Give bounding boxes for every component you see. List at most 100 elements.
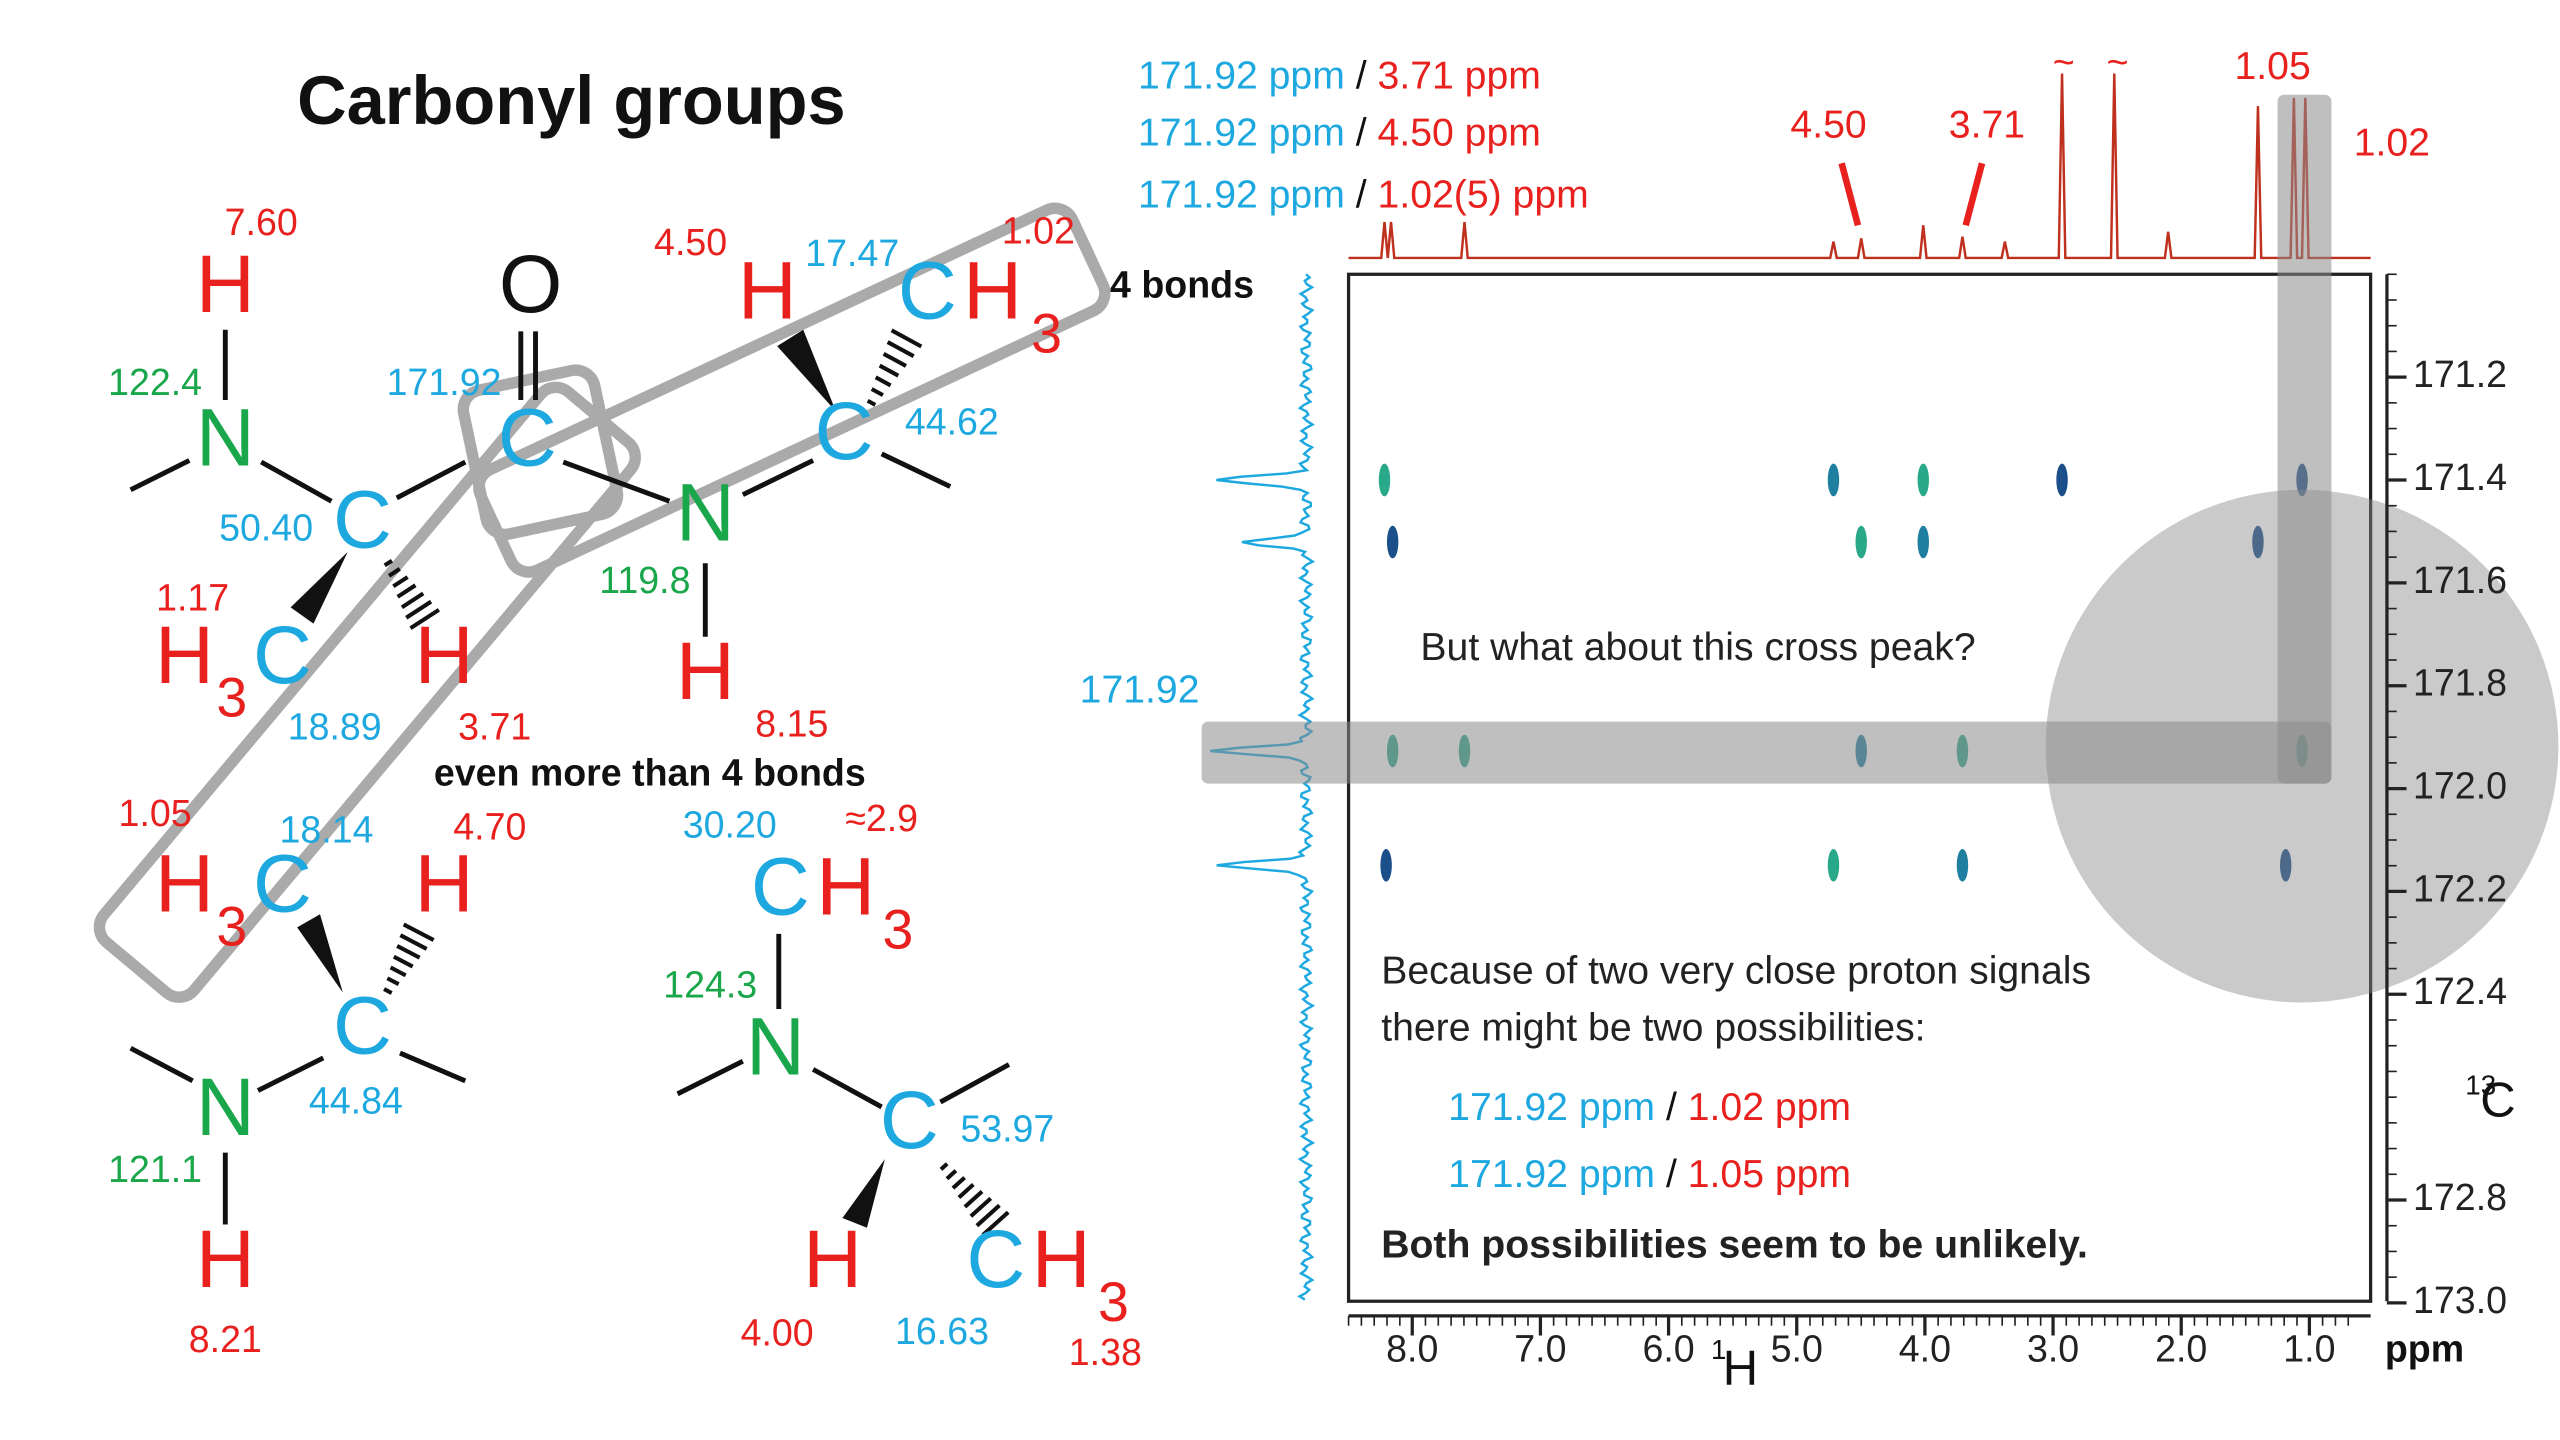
shift: 44.84	[309, 1080, 403, 1122]
explanation: there might be two possibilities:	[1381, 1007, 1925, 1050]
bond	[395, 459, 467, 501]
atoms: H N C O C N H C H C H 3 H 3 C H H 3 C H …	[155, 239, 1129, 1333]
y-tick-label: 171.8	[2413, 662, 2507, 704]
atom: C	[333, 980, 392, 1071]
separator: /	[1666, 1153, 1677, 1196]
atom: H	[155, 610, 214, 701]
atom: H	[738, 246, 797, 337]
y-tick-label: 172.4	[2413, 970, 2507, 1012]
axis-nucleus: H	[1723, 1341, 1758, 1395]
shift: 18.14	[280, 809, 374, 851]
hashed-bond	[957, 1183, 975, 1200]
truncation-mark: ~	[2107, 41, 2129, 83]
hashed-bond	[981, 1210, 1010, 1237]
atom: H	[1032, 1214, 1091, 1305]
highlight-box	[93, 381, 641, 1003]
possibility: 171.92 ppm / 1.02 ppm	[1448, 1087, 1851, 1130]
pair-list: 171.92 ppm / 3.71 ppm 171.92 ppm / 4.50 …	[1138, 55, 1589, 217]
shift: 4.00	[741, 1311, 814, 1353]
hashed-bond	[409, 608, 441, 630]
shift: 119.8	[599, 559, 690, 601]
hashed-bond	[866, 398, 877, 407]
hashed-bond	[939, 1162, 949, 1171]
shifts: 7.60 122.4 50.40 171.92 4.50 17.47 1.02 …	[108, 201, 1142, 1373]
y-tick-label: 173.0	[2413, 1279, 2507, 1321]
explanation: Because of two very close proton signals	[1381, 949, 2091, 992]
carbon-shift: 171.92 ppm	[1448, 1087, 1655, 1130]
carbon-shift: 171.92 ppm	[1138, 174, 1345, 217]
separator: /	[1356, 112, 1367, 155]
hashed-bond	[405, 599, 433, 620]
carbon-projection	[1209, 273, 1316, 1301]
plot-frame	[1346, 272, 2373, 1303]
hashed-bond	[399, 933, 428, 951]
axis-nucleus: C	[2480, 1074, 2515, 1128]
hashed-bond	[396, 583, 417, 599]
hashed-bond	[945, 1169, 958, 1181]
wedge-bond	[290, 551, 348, 624]
highlight-band	[1201, 721, 2332, 784]
separator: /	[1356, 55, 1367, 98]
bond	[399, 1050, 467, 1084]
bond	[741, 458, 815, 497]
shift: 1.38	[1069, 1331, 1142, 1373]
shift: 8.21	[189, 1318, 262, 1360]
shift: 1.02	[1002, 209, 1075, 251]
proton-shift: 4.50 ppm	[1378, 112, 1541, 155]
hashed-bond	[387, 567, 401, 578]
atom: H	[155, 838, 214, 929]
shift: 7.60	[225, 201, 298, 243]
atom-subscript: 3	[216, 895, 247, 957]
bond	[939, 1062, 1011, 1105]
atom: C	[815, 386, 874, 477]
bond	[880, 451, 952, 489]
hmbc-spectrum: 171.92 ppm / 3.71 ppm 171.92 ppm / 4.50 …	[1080, 41, 2559, 1395]
atom-subscript: 3	[1031, 303, 1062, 365]
atom: C	[333, 474, 392, 565]
hashed-bond	[383, 558, 394, 568]
cross-peak	[1956, 848, 1969, 882]
hashed-bond	[963, 1189, 984, 1209]
atom: H	[816, 842, 875, 933]
x-tick-label: 3.0	[2027, 1328, 2079, 1370]
truncation-mark: ~	[2053, 41, 2075, 83]
carbon-shift: 171.92 ppm	[1448, 1153, 1655, 1196]
peak-pointer	[1962, 162, 1986, 227]
cross-peak	[1917, 525, 1929, 559]
shift: 171.92	[387, 361, 502, 403]
atom: O	[499, 239, 562, 330]
shift: 8.15	[755, 702, 828, 744]
separator: /	[1356, 174, 1367, 217]
atom: H	[196, 1214, 255, 1305]
shift: 18.89	[288, 706, 382, 748]
cross-peak	[2280, 848, 2292, 882]
cross-peak	[1917, 463, 1929, 497]
separator: /	[1666, 1087, 1677, 1130]
atom-subscript: 3	[1098, 1271, 1129, 1333]
hashed-bond	[886, 340, 915, 359]
peak-label: 3.71	[1949, 104, 2025, 147]
x-tick-label: 2.0	[2155, 1328, 2207, 1370]
atom: H	[803, 1214, 862, 1305]
carbon-shift: 171.92 ppm	[1138, 55, 1345, 98]
bond	[676, 1059, 744, 1097]
peak-label: 4.50	[1790, 104, 1866, 147]
hashed-bond	[389, 965, 407, 978]
x-tick-label: 6.0	[1642, 1328, 1694, 1370]
conclusion: Both possibilities seem to be unlikely.	[1381, 1224, 2088, 1267]
hashed-bond	[878, 363, 900, 378]
cross-peak	[1827, 848, 1840, 882]
hashed-bond	[969, 1196, 993, 1218]
cross-peak	[1380, 848, 1392, 882]
hashed-bond	[882, 352, 907, 368]
atom: C	[966, 1214, 1025, 1305]
atom: N	[746, 1002, 805, 1093]
title: Carbonyl groups	[297, 62, 846, 139]
atom: C	[498, 393, 557, 484]
y-tick-label: 172.8	[2413, 1176, 2507, 1218]
proton-shift: 1.02(5) ppm	[1378, 174, 1589, 217]
peak-label: 1.05	[2235, 45, 2311, 88]
x-tick-label: 4.0	[1899, 1328, 1951, 1370]
